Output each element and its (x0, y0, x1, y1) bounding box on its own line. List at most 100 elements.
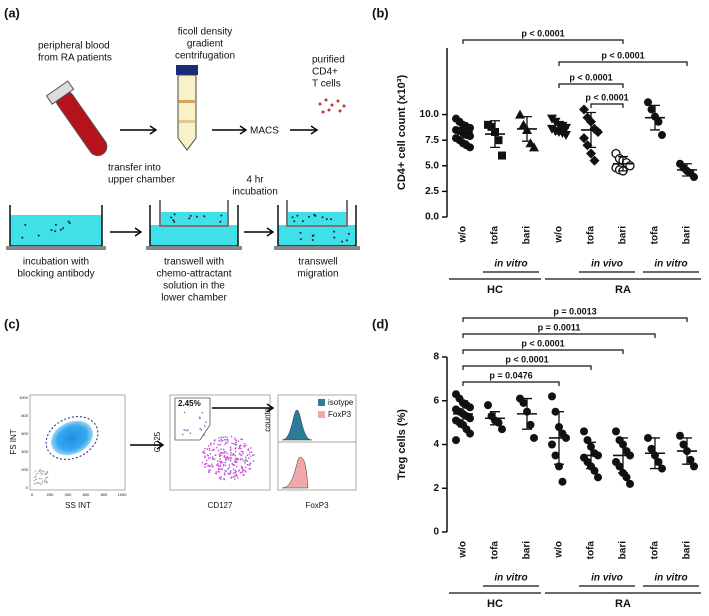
y-tick-label: 8 (433, 352, 439, 363)
event-dot (203, 450, 206, 452)
event-dot (235, 461, 237, 464)
event-dot (232, 468, 235, 470)
event-dot (233, 442, 235, 445)
x-tick-label: bari (522, 541, 533, 560)
event-dot (223, 478, 225, 481)
event-dot (229, 456, 232, 459)
y-tick-label: 10.0 (420, 109, 440, 120)
legend-label: FoxP3 (328, 410, 352, 419)
tick-label: 600 (83, 492, 90, 497)
arrow-head (266, 403, 275, 413)
event-dot (230, 476, 233, 478)
event-dot (236, 474, 238, 477)
event-dot (201, 461, 204, 464)
point (484, 401, 492, 410)
event-dot (200, 428, 203, 431)
point (654, 117, 663, 126)
x-tick-label: tofa (490, 226, 501, 245)
event-dot (207, 454, 210, 457)
event-dot (41, 470, 43, 472)
event-dot (219, 460, 221, 463)
panel-label: (c) (4, 316, 20, 331)
cell-dot (189, 214, 192, 217)
event-dot (244, 470, 247, 473)
cell-dot (296, 214, 299, 217)
event-dot (229, 446, 232, 448)
event-dot (229, 454, 232, 456)
label: migration (297, 269, 338, 280)
event-dot (217, 467, 220, 470)
event-dot (234, 450, 237, 453)
tick-label: 800 (21, 413, 28, 418)
p-value: p < 0.0001 (585, 92, 628, 102)
event-dot (230, 452, 232, 454)
x-tick-label: w/o (554, 541, 565, 559)
point (548, 440, 556, 449)
event-dot (240, 467, 243, 469)
event-dot (217, 465, 220, 467)
tick-label: 0 (31, 492, 34, 497)
event-dot (235, 473, 237, 476)
point (690, 173, 698, 182)
event-dot (249, 464, 251, 466)
histogram-frame (277, 394, 357, 491)
point (654, 458, 663, 466)
event-dot (44, 481, 46, 484)
group-label: HC (487, 284, 503, 296)
event-dot (240, 465, 243, 468)
p-value: p < 0.0001 (569, 72, 612, 82)
event-dot (210, 443, 212, 446)
event-dot (43, 471, 45, 473)
point (466, 403, 474, 412)
event-dot (217, 449, 220, 452)
event-dot (181, 433, 184, 436)
event-dot (205, 462, 208, 465)
label: lower chamber (161, 293, 227, 304)
event-dot (44, 478, 47, 480)
event-dot (227, 458, 229, 461)
subgroup-label: in vitro (494, 573, 527, 584)
event-dot (245, 444, 247, 447)
subgroup-label: in vivo (591, 573, 623, 584)
label: from RA patients (38, 53, 112, 64)
event-dot (245, 456, 247, 458)
event-dot (35, 482, 38, 484)
event-dot (199, 427, 201, 430)
cell-dot (311, 239, 314, 242)
point (647, 105, 656, 114)
point (529, 142, 539, 152)
event-dot (37, 482, 39, 484)
error-bar (682, 437, 692, 465)
point (494, 136, 503, 145)
event-dot (40, 471, 42, 473)
significance-bracket (462, 381, 560, 386)
event-dot (209, 456, 212, 459)
event-dot (219, 468, 222, 470)
event-dot (234, 448, 237, 450)
event-dot (250, 455, 252, 457)
label: centrifugation (175, 51, 235, 62)
cell-dot (195, 215, 198, 218)
event-dot (222, 448, 225, 451)
event-dot (234, 443, 237, 446)
significance-bracket (462, 333, 656, 338)
event-dot (240, 450, 243, 453)
cell-dot (37, 234, 40, 237)
point (561, 131, 571, 141)
cell-dot (329, 218, 332, 221)
ficoll-tube (176, 65, 198, 151)
event-dot (237, 440, 240, 442)
event-dot (209, 449, 211, 452)
error-bar (586, 441, 596, 470)
cell-dot (325, 218, 328, 221)
error-bar (458, 122, 468, 142)
event-dot (34, 470, 37, 472)
p-value: p = 0.0476 (489, 370, 532, 380)
event-dot (44, 479, 46, 482)
event-dot (239, 445, 241, 448)
event-dot (219, 478, 222, 480)
point (579, 133, 589, 144)
p-value: p < 0.0001 (521, 28, 564, 38)
event-dot (220, 476, 223, 478)
